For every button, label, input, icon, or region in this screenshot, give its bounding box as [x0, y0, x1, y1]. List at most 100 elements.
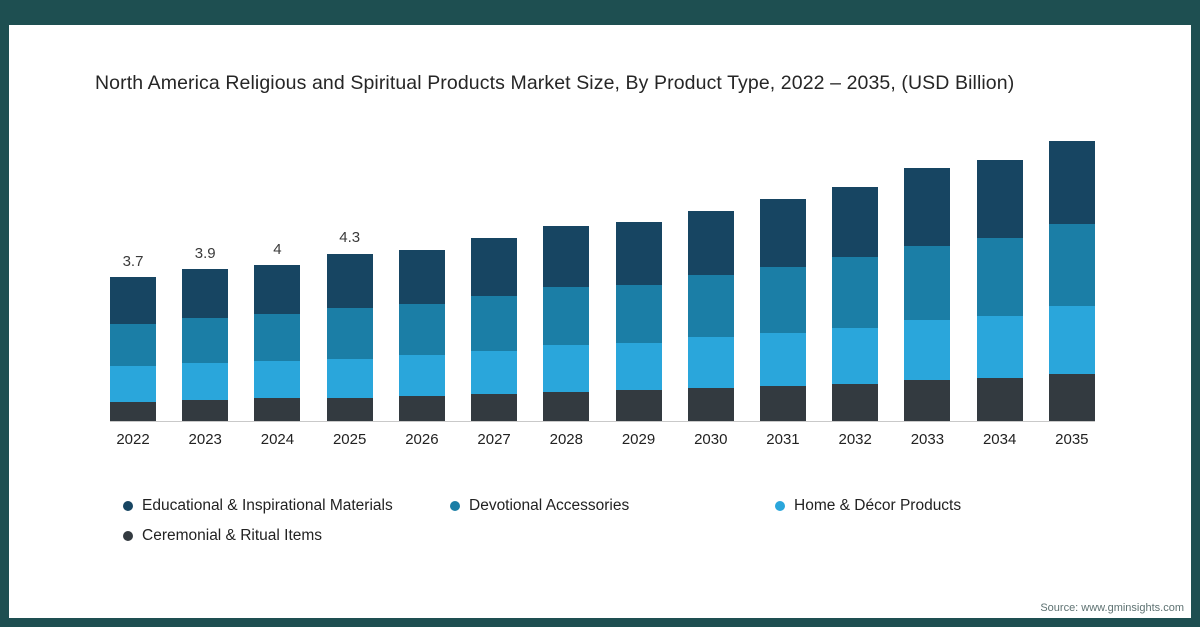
bar-segment	[904, 380, 951, 421]
x-axis-label: 2022	[116, 431, 150, 448]
legend-label-educational: Educational & Inspirational Materials	[142, 497, 393, 514]
legend-dot-ceremonial-icon	[123, 531, 133, 541]
legend-item-devotional: Devotional Accessories	[450, 497, 775, 515]
bar-segment	[398, 249, 445, 305]
bar-segment	[1048, 140, 1095, 225]
bar-2027	[471, 237, 518, 421]
legend-item-educational: Educational & Inspirational Materials	[123, 497, 450, 515]
bar-segment	[543, 345, 590, 392]
bar-segment	[543, 226, 590, 287]
bar-segment	[976, 315, 1023, 379]
bar-segment	[398, 304, 445, 355]
bar-segment	[110, 366, 156, 402]
bar-segment	[326, 308, 373, 359]
bar-segment	[615, 222, 662, 285]
bar-2031	[759, 198, 806, 421]
bar-2022: 3.7	[110, 253, 156, 421]
bar-segment	[759, 385, 806, 421]
bar-segment	[976, 237, 1023, 316]
bar-segment	[832, 187, 879, 258]
bar-2024: 4	[254, 241, 301, 421]
legend-label-home-decor: Home & Décor Products	[794, 497, 962, 514]
bar-2028	[543, 226, 590, 421]
bar-segment	[326, 397, 373, 421]
legend-label-ceremonial: Ceremonial & Ritual Items	[142, 527, 323, 544]
bar-segment	[254, 360, 301, 398]
x-axis-label: 2035	[1055, 431, 1089, 448]
bar-segment	[615, 389, 662, 421]
bar-segment	[326, 253, 373, 309]
legend-dot-devotional-icon	[450, 501, 460, 511]
bar-2026	[398, 249, 445, 421]
bar-total-label: 4.3	[339, 229, 361, 247]
legend-dot-educational-icon	[123, 501, 133, 511]
x-axis-label: 2029	[621, 431, 656, 448]
bar-segment	[254, 313, 301, 361]
bar-segment	[471, 296, 518, 351]
legend: Educational & Inspirational Materials De…	[123, 497, 1123, 557]
bar-segment	[471, 350, 518, 394]
x-axis-label: 2032	[838, 431, 872, 448]
bar-segment	[543, 391, 590, 421]
bar-segment	[759, 198, 806, 268]
x-axis-label: 2026	[405, 431, 439, 448]
bar-segment	[832, 384, 879, 421]
bar-segment	[687, 210, 734, 275]
x-axis-labels: 2022 2023 2024 2025 2026 2027 2028 2029 2030 2031…	[110, 431, 1095, 448]
bar-segment	[759, 333, 806, 386]
legend-dot-home-decor-icon	[775, 501, 785, 511]
bar-segment	[110, 401, 156, 421]
legend-row-2: Ceremonial & Ritual Items	[123, 527, 1123, 545]
bar-segment	[1048, 306, 1095, 375]
bar-total-label: 4	[273, 241, 282, 259]
bar-segment	[254, 397, 301, 421]
bar-2025: 4.3	[326, 229, 373, 421]
x-axis-label: 2025	[332, 431, 367, 448]
legend-item-ceremonial: Ceremonial & Ritual Items	[123, 527, 322, 545]
bar-segment	[1048, 224, 1095, 307]
bar-segment	[904, 319, 951, 381]
bar-segment	[832, 327, 879, 384]
bar-2030	[687, 210, 734, 421]
bar-segment	[254, 265, 301, 314]
bar-segment	[1048, 374, 1095, 421]
bar-total-label: 3.9	[194, 245, 216, 263]
bar-segment	[182, 317, 229, 363]
bar-segment	[615, 343, 662, 390]
x-axis-label: 2034	[982, 431, 1017, 448]
bar-segment	[687, 274, 734, 338]
bar-2032	[832, 187, 879, 421]
bar-2033	[904, 167, 951, 421]
legend-label-devotional: Devotional Accessories	[469, 497, 630, 514]
x-axis-label: 2033	[910, 431, 945, 448]
bar-segment	[687, 387, 734, 421]
bar-segment	[182, 269, 229, 318]
x-axis-label: 2030	[694, 431, 728, 448]
bar-2034	[976, 159, 1023, 421]
bar-segment	[976, 378, 1023, 421]
bar-2023: 3.9	[182, 245, 229, 421]
bar-segment	[182, 399, 229, 421]
legend-row-1: Educational & Inspirational Materials De…	[123, 497, 1123, 515]
x-axis-label: 2031	[766, 431, 800, 448]
bar-2029	[615, 222, 662, 421]
bar-2035	[1048, 140, 1095, 421]
plot-area: 3.7 3.9 4 4.3	[110, 121, 1095, 422]
bar-segment	[832, 257, 879, 328]
bar-total-label: 3.7	[122, 252, 144, 270]
bar-segment	[615, 284, 662, 344]
source-attribution: Source: www.gminsights.com	[1040, 602, 1184, 614]
x-axis-label: 2023	[188, 431, 222, 448]
bar-segment	[904, 245, 951, 320]
bar-segment	[976, 159, 1023, 238]
x-axis-label: 2024	[260, 431, 295, 448]
bar-segment	[687, 337, 734, 388]
bar-segment	[398, 354, 445, 396]
legend-item-home-decor: Home & Décor Products	[775, 497, 961, 515]
bar-segment	[182, 362, 229, 400]
bar-segment	[759, 267, 806, 334]
bar-segment	[398, 395, 445, 421]
bar-segment	[326, 358, 373, 398]
bar-segment	[471, 393, 518, 421]
chart-title: North America Religious and Spiritual Pr…	[95, 72, 1015, 94]
